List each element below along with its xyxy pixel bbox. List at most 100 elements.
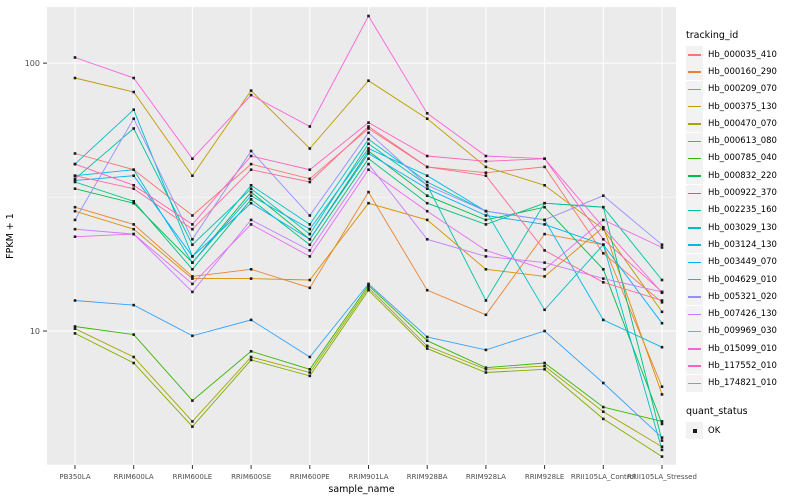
data-point [191, 261, 194, 264]
data-point [308, 214, 312, 217]
legend-key-line-icon [688, 296, 701, 298]
data-point [425, 112, 429, 115]
data-point [543, 329, 546, 333]
data-point [602, 381, 605, 385]
legend-entry-label: Hb_004629_010 [708, 274, 777, 285]
data-point [484, 368, 488, 371]
legend-entry-Hb_003124_130: Hb_003124_130 [686, 236, 798, 254]
data-point [73, 187, 77, 190]
legend-key-line-icon [688, 261, 701, 264]
data-point [425, 165, 429, 169]
data-point [132, 117, 135, 120]
data-point [602, 194, 605, 197]
data-point [308, 374, 312, 378]
legend-key-line-icon [688, 365, 701, 367]
data-point [132, 333, 135, 336]
data-point [308, 255, 312, 258]
y-axis-title: FPKM + 1 [5, 213, 16, 259]
data-point [308, 180, 312, 184]
legend-entry-label: Hb_009969_030 [708, 326, 777, 337]
legend-entry-label: Hb_015099_010 [708, 343, 777, 354]
data-point [484, 268, 488, 271]
black-square-point-icon [692, 428, 697, 433]
legend-entries: Hb_000035_410 Hb_000160_290 Hb_000209_070 H… [686, 46, 798, 392]
data-point [73, 205, 77, 209]
data-point [73, 56, 77, 59]
data-point [484, 218, 488, 222]
data-point [73, 152, 77, 155]
data-point [660, 290, 664, 294]
data-point [367, 14, 370, 18]
data-point [308, 232, 312, 236]
legend-key-line-icon [688, 382, 701, 385]
legend: tracking_id Hb_000035_410 Hb_000160_290 Hb… [686, 30, 798, 440]
data-point [543, 232, 546, 236]
data-point [484, 171, 488, 174]
data-point [308, 249, 312, 252]
data-point [191, 275, 194, 278]
x-tick-label: RRIM600LE [173, 473, 213, 481]
data-point [249, 358, 253, 362]
data-point [425, 117, 429, 120]
legend-entry-Hb_000035_410: Hb_000035_410 [686, 46, 798, 64]
data-point [543, 157, 546, 160]
data-point [308, 278, 312, 282]
data-point [602, 238, 605, 241]
data-point [73, 325, 77, 328]
x-tick-label: RRIM928BA [407, 473, 448, 481]
legend-entry-label: Hb_005321_020 [708, 291, 777, 302]
data-point [543, 368, 546, 371]
legend-key-line-icon [688, 71, 701, 73]
legend-entry-label: OK [708, 425, 721, 436]
data-point [425, 335, 429, 339]
data-point [660, 393, 664, 396]
legend-entry-label: Hb_117552_010 [708, 360, 777, 371]
data-point [249, 187, 253, 190]
data-point [191, 425, 194, 428]
data-point [367, 147, 370, 150]
data-point [191, 277, 194, 280]
legend-key-swatch [686, 288, 703, 306]
legend-key-swatch [686, 184, 703, 202]
data-point [191, 268, 194, 271]
data-point [132, 108, 135, 111]
data-point [249, 93, 253, 97]
data-point [367, 201, 370, 205]
data-point [660, 345, 664, 349]
data-point [367, 288, 370, 292]
legend-key-swatch [686, 357, 703, 375]
y-tick-label: 10 [30, 327, 40, 336]
data-point [249, 194, 253, 197]
legend-key-swatch [686, 80, 703, 98]
data-point [132, 184, 135, 187]
data-point [249, 218, 253, 222]
data-point [660, 455, 664, 458]
data-point [660, 278, 664, 282]
legend-entry-Hb_003029_130: Hb_003029_130 [686, 219, 798, 237]
x-tick-label: RRII105LA_Control [571, 473, 636, 481]
data-point [73, 209, 77, 213]
data-point [484, 299, 488, 302]
data-point [660, 436, 664, 439]
data-point [73, 174, 77, 177]
legend-entry-Hb_117552_010: Hb_117552_010 [686, 357, 798, 375]
legend-key-swatch [686, 322, 703, 340]
data-point [543, 261, 546, 264]
data-point [660, 246, 664, 249]
legend-entry-Hb_000832_220: Hb_000832_220 [686, 167, 798, 185]
data-point [602, 218, 605, 222]
x-tick-label: RRIM901LA [348, 473, 388, 481]
data-point [602, 205, 605, 209]
x-tick-label: RRIM600PE [290, 473, 330, 481]
legend-entry-label: Hb_000160_290 [708, 66, 777, 77]
data-point [191, 290, 194, 294]
data-point [660, 321, 664, 325]
data-point [367, 168, 370, 171]
data-point [249, 268, 253, 271]
data-point [249, 350, 253, 353]
data-point [191, 399, 194, 402]
data-point [308, 227, 312, 231]
data-point [543, 223, 546, 226]
data-point [73, 332, 77, 335]
data-point [425, 238, 429, 241]
